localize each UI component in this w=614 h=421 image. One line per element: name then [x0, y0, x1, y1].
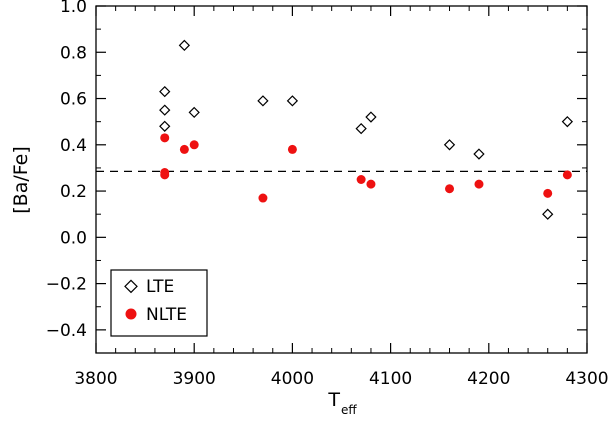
lte-point	[178, 39, 191, 51]
nlte-point	[160, 170, 170, 180]
lte-point	[542, 208, 554, 220]
lte-point	[355, 122, 367, 135]
x-tick-label: 3900	[173, 369, 216, 389]
lte-point	[257, 95, 269, 107]
plot-frame	[95, 5, 588, 354]
lte-point	[443, 139, 456, 151]
y-tick-label: 0.4	[60, 136, 87, 156]
legend-lte-marker	[124, 279, 138, 294]
ticks	[95, 5, 588, 354]
nlte-point	[287, 144, 297, 154]
nlte-point	[366, 179, 376, 189]
nlte-point	[258, 193, 268, 203]
y-axis-label: [Ba/Fe]	[10, 146, 32, 213]
x-tick-label: 3800	[74, 369, 117, 389]
lte-point	[159, 104, 171, 116]
lte-point	[561, 116, 574, 128]
x-tick-label: 4100	[369, 369, 412, 389]
tick-labels: 3800 3900 4000 4100 4200 4300 −0.4 −0.2 0.0 0.2 0.…	[46, 0, 609, 389]
nlte-point	[189, 140, 199, 150]
legend-box	[110, 269, 208, 337]
y-tick-label: 0.8	[60, 43, 87, 63]
lte-point	[188, 106, 200, 119]
lte-point	[286, 95, 299, 107]
x-axis-label: T	[327, 389, 340, 411]
y-tick-label: −0.2	[46, 275, 87, 295]
lte-point	[473, 148, 485, 160]
legend: LTE NLTE	[110, 269, 208, 337]
y-tick-label: 0.0	[60, 228, 87, 248]
data-points	[159, 39, 574, 220]
y-tick-label: 0.6	[60, 90, 87, 110]
x-axis-label-subscript: eff	[341, 403, 357, 417]
legend-nlte-marker	[125, 308, 137, 320]
lte-point	[159, 85, 171, 98]
y-tick-label: −0.4	[46, 321, 87, 341]
nlte-point	[356, 175, 366, 184]
lte-point	[365, 111, 377, 123]
nlte-point	[160, 133, 170, 143]
legend-nlte-label: NLTE	[146, 305, 187, 325]
x-tick-label: 4300	[565, 369, 608, 389]
x-tick-label: 4000	[271, 369, 314, 389]
nlte-point	[543, 188, 553, 198]
nlte-point	[179, 144, 189, 154]
nlte-point	[474, 179, 484, 189]
x-tick-label: 4200	[467, 369, 510, 389]
nlte-point	[445, 184, 455, 194]
legend-lte-label: LTE	[146, 277, 174, 297]
y-tick-label: 0.2	[60, 182, 87, 202]
y-tick-label: 1.0	[60, 0, 87, 17]
lte-point	[159, 120, 171, 132]
nlte-point	[562, 170, 572, 180]
